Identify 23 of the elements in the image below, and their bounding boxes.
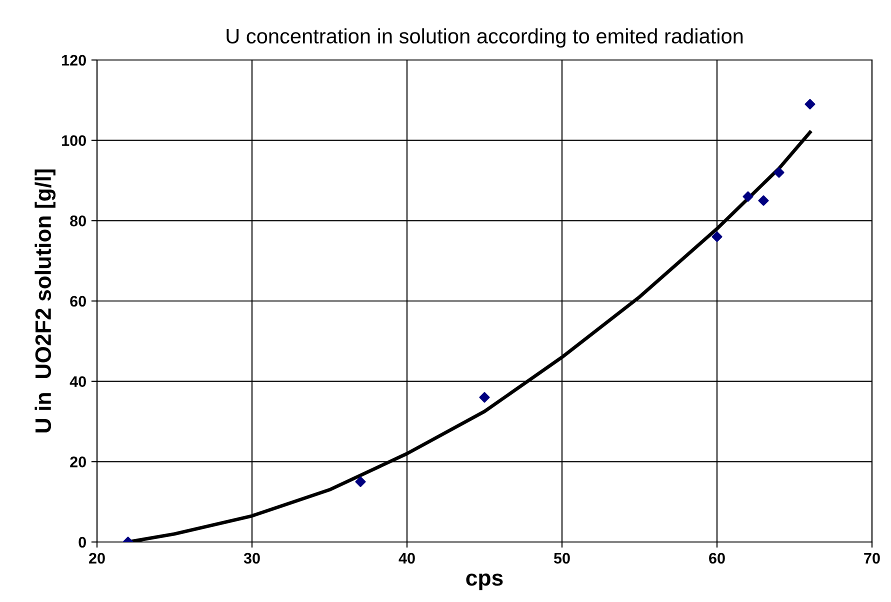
x-tick-label: 50 — [554, 552, 570, 564]
point — [742, 191, 754, 202]
x-tick-label: 60 — [709, 552, 725, 564]
y-tick-label: 0 — [78, 536, 86, 548]
y-tick-label: 40 — [70, 376, 86, 388]
y-tick-label: 120 — [62, 54, 86, 66]
x-tick-label: 30 — [244, 552, 260, 564]
chart-title: U concentration in solution according to emited radiation — [226, 28, 743, 48]
point — [479, 392, 490, 403]
x-tick-label: 40 — [398, 552, 415, 564]
y-tick-label: 20 — [70, 456, 86, 468]
x-axis-title: cps — [466, 574, 503, 590]
point — [758, 195, 769, 206]
point — [355, 476, 366, 488]
x-tick-label: 70 — [864, 552, 880, 564]
y-axis-title: U in UO2F2 solution [g/l] — [34, 170, 56, 432]
point — [774, 167, 784, 178]
y-tick-label: 100 — [62, 135, 86, 146]
point — [804, 98, 816, 110]
y-tick-label: 80 — [70, 216, 86, 226]
point — [712, 231, 722, 242]
x-tick-label: 20 — [89, 552, 105, 564]
y-tick-label: 60 — [70, 296, 86, 307]
